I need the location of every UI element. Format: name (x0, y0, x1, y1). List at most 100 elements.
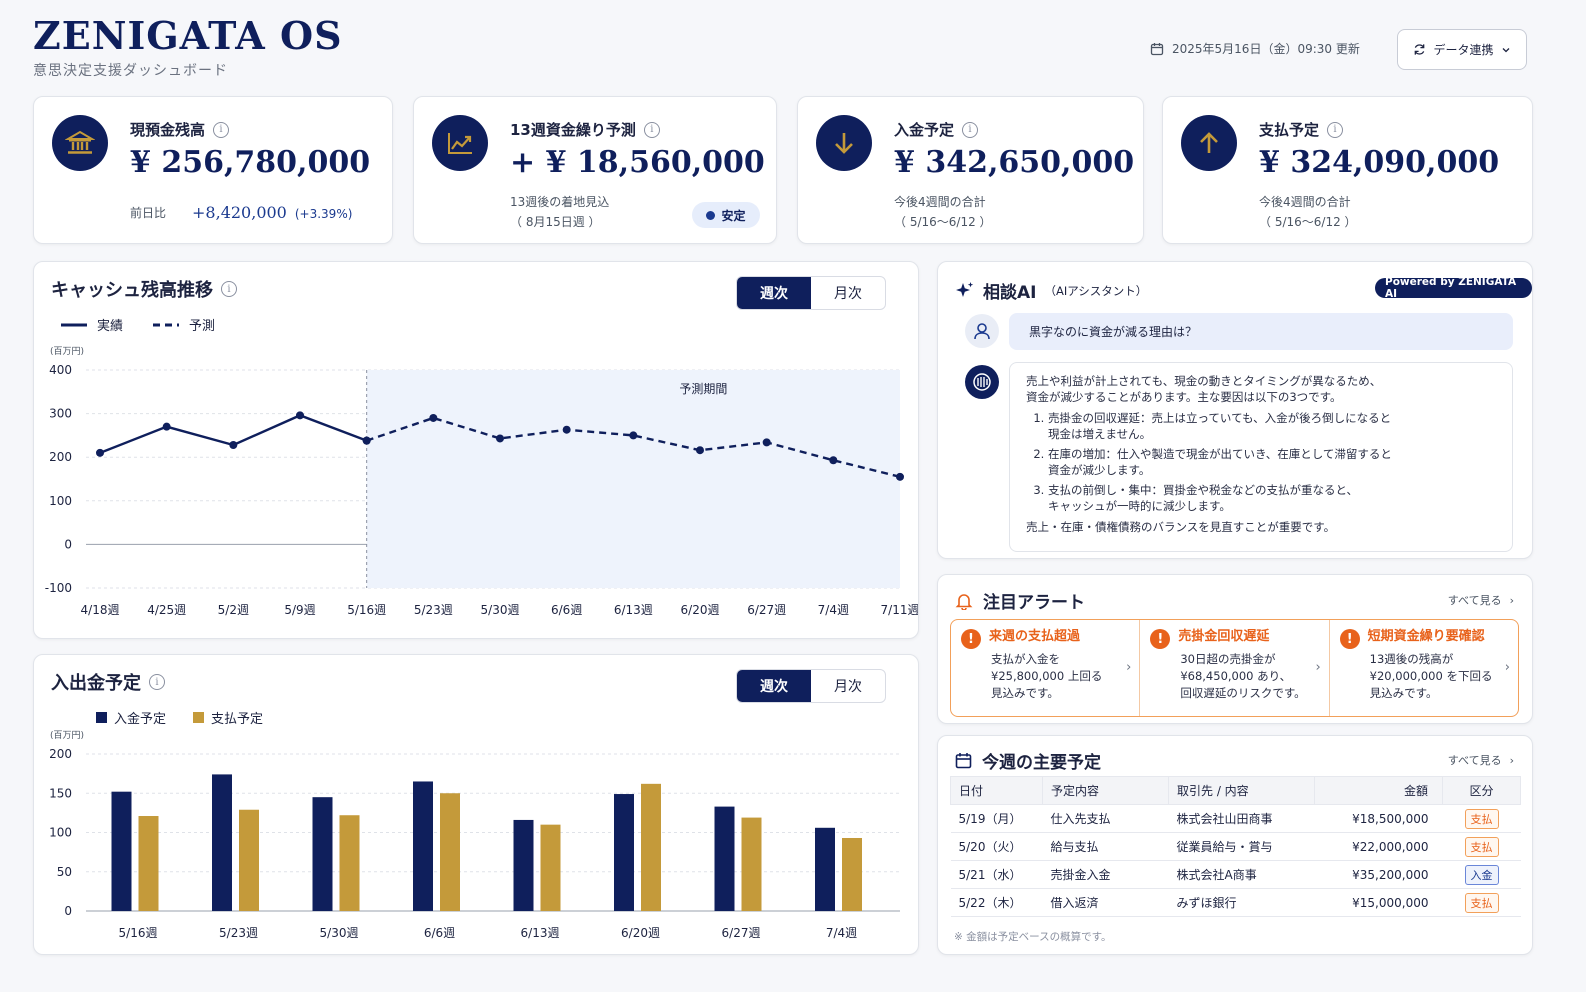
answer-points: 売掛金の回収遅延：売上は立っていても、入金が後ろ倒しになると現金は増えません。 … (1048, 410, 1496, 514)
y-tick-label: 50 (57, 865, 72, 879)
table-row[interactable]: 5/21（水） 売掛金入金 株式会社A商事 ¥35,200,000 入金 (950, 860, 1521, 889)
chevron-down-icon (1502, 47, 1509, 52)
x-tick-label: 5/16週 (119, 926, 158, 940)
y-tick-label: 100 (49, 826, 72, 840)
inflow-bar (614, 794, 634, 911)
toggle-weekly[interactable]: 週次 (737, 670, 811, 702)
forecast-region-label: 予測期間 (679, 382, 727, 396)
ai-header: 相談AI （AIアシスタント） (955, 278, 1147, 303)
forecast-region (366, 370, 901, 588)
toggle-monthly[interactable]: 月次 (834, 679, 862, 695)
alert-item[interactable]: ! 短期資金繰り要確認 13週後の残高が ¥20,000,000 を下回る 見込みで… (1330, 620, 1518, 716)
toggle-weekly[interactable]: 週次 (737, 277, 811, 309)
kpi-value: ¥ 256,780,000 (130, 145, 371, 180)
x-tick-label: 6/20週 (681, 603, 720, 617)
kpi-note-line2: （ 5/16〜6/12 ） (894, 215, 992, 229)
data-point (696, 446, 704, 455)
alerts-see-all-link[interactable]: すべて見る › (1448, 592, 1514, 608)
compare-value: +8,420,000 (192, 203, 287, 222)
legend-inflow-label: 入金予定 (114, 712, 167, 727)
y-tick-label: 200 (49, 747, 72, 761)
chevron-right-icon: › (1126, 660, 1132, 675)
bell-icon (955, 593, 973, 610)
kpi-label: 13週資金繰り予測 i (510, 119, 660, 140)
kpi-card-inflow[interactable]: 入金予定 i ¥ 342,650,000 今後4週間の合計 （ 5/16〜6/12 … (797, 96, 1144, 244)
x-tick-label: 5/23週 (414, 603, 453, 617)
data-point (829, 456, 838, 465)
alert-text-line: 見込みです。 (1369, 686, 1438, 700)
alert-title: 来週の支払超過 (989, 629, 1081, 644)
x-tick-label: 4/25週 (147, 603, 186, 617)
chart-legend: 入金予定 支払予定 (96, 708, 263, 727)
warning-icon: ! (961, 629, 981, 649)
cell-amount: ¥35,200,000 (1314, 860, 1443, 889)
alert-item[interactable]: ! 来週の支払超過 支払が入金を ¥25,800,000 上回る 見込みです。 › (951, 620, 1141, 716)
kpi-label-text: 13週資金繰り予測 (510, 121, 636, 139)
table-row[interactable]: 5/19（月） 仕入先支払 株式会社山田商事 ¥18,500,000 支払 (950, 804, 1521, 833)
kpi-card-cash-balance[interactable]: 現預金残高 i ¥ 256,780,000 前日比 +8,420,000 (+3.… (33, 96, 393, 244)
info-icon[interactable]: i (643, 121, 660, 138)
info-icon[interactable]: i (213, 121, 230, 138)
refresh-icon (1415, 44, 1425, 55)
alert-list: ! 来週の支払超過 支払が入金を ¥25,800,000 上回る 見込みです。 › … (950, 619, 1519, 717)
status-badge: 安定 (692, 202, 760, 228)
outflow-bar (540, 824, 561, 911)
kpi-value: ¥ 342,650,000 (894, 145, 1135, 180)
info-icon[interactable]: i (221, 281, 237, 297)
alert-text-line: 見込みです。 (991, 686, 1059, 700)
kpi-label-text: 支払予定 (1259, 121, 1320, 139)
table-row[interactable]: 5/20（火） 給与支払 従業員給与・賞与 ¥22,000,000 支払 (950, 832, 1521, 861)
kpi-label: 現預金残高 i (130, 119, 230, 140)
data-point (229, 440, 238, 449)
x-tick-label: 6/27週 (747, 603, 786, 617)
cell-type: 支払 (1442, 888, 1521, 917)
kpi-card-outflow[interactable]: 支払予定 i ¥ 324,090,000 今後4週間の合計 （ 5/16〜6/12 … (1162, 96, 1533, 244)
chevron-right-icon: › (1315, 660, 1321, 675)
x-tick-label: 7/11週 (881, 603, 918, 617)
kpi-compare: 前日比 +8,420,000 (+3.39%) (130, 203, 352, 222)
kpi-label: 支払予定 i (1259, 119, 1344, 140)
table-row[interactable]: 5/22（木） 借入返済 みずほ銀行 ¥15,000,000 支払 (950, 888, 1521, 917)
ai-title: 相談AI (983, 283, 1037, 303)
type-badge: 入金 (1464, 864, 1499, 885)
user-avatar-icon (965, 314, 999, 348)
cell-type: 入金 (1442, 860, 1521, 889)
chevron-right-icon: › (1509, 753, 1514, 767)
chart-legend: 実績 予測 (61, 315, 215, 334)
column-header-item: 予定内容 (1042, 776, 1169, 805)
y-tick-label: 300 (49, 407, 72, 421)
outflow-bar (239, 809, 259, 911)
type-badge: 支払 (1464, 836, 1499, 857)
x-tick-label: 5/9週 (284, 603, 315, 617)
toggle-monthly[interactable]: 月次 (834, 286, 862, 302)
trend-up-icon (432, 115, 488, 171)
cell-item: 売掛金入金 (1042, 860, 1169, 889)
y-tick-label: 0 (64, 904, 72, 918)
legend-outflow-label: 支払予定 (211, 712, 264, 727)
inflow-bar (513, 819, 534, 911)
alert-text-line: ¥20,000,000 を下回る (1369, 669, 1493, 683)
data-sync-button[interactable]: データ連携 (1397, 29, 1527, 70)
sparkle-icon (956, 281, 974, 297)
cell-type: 支払 (1442, 832, 1521, 861)
arrow-up-icon (1181, 115, 1237, 171)
alert-item[interactable]: ! 売掛金回収遅延 30日超の売掛金が ¥68,450,000 あり、 回収遅延のリ… (1140, 620, 1330, 716)
cell-party: 株式会社A商事 (1168, 860, 1315, 889)
kpi-card-13week-forecast[interactable]: 13週資金繰り予測 i + ¥ 18,560,000 13週後の着地見込 （ 8月1… (413, 96, 777, 244)
info-icon[interactable]: i (1327, 121, 1344, 138)
schedule-see-all-link[interactable]: すべて見る › (1448, 752, 1514, 768)
cell-party: 従業員給与・賞与 (1168, 832, 1315, 861)
info-icon[interactable]: i (149, 674, 165, 690)
x-tick-label: 5/30週 (320, 926, 359, 940)
info-icon[interactable]: i (962, 121, 979, 138)
answer-point-line: 資金が減少します。 (1048, 463, 1151, 477)
column-header-type: 区分 (1442, 776, 1521, 805)
inflow-bar (714, 806, 735, 911)
inflow-bar (312, 797, 333, 911)
x-tick-label: 6/27週 (722, 926, 761, 940)
table-header-row: 日付 予定内容 取引先 / 内容 金額 区分 (950, 776, 1521, 805)
powered-by-badge: Powered by ZENIGATA AI (1375, 276, 1532, 300)
cash-balance-line-chart: 予測期間 400 300 200 100 0 -100 4/18週 4/25週 5/2週 5/9週… (45, 346, 918, 617)
x-tick-label: 6/20週 (621, 926, 660, 940)
inflow-bar (413, 781, 433, 911)
